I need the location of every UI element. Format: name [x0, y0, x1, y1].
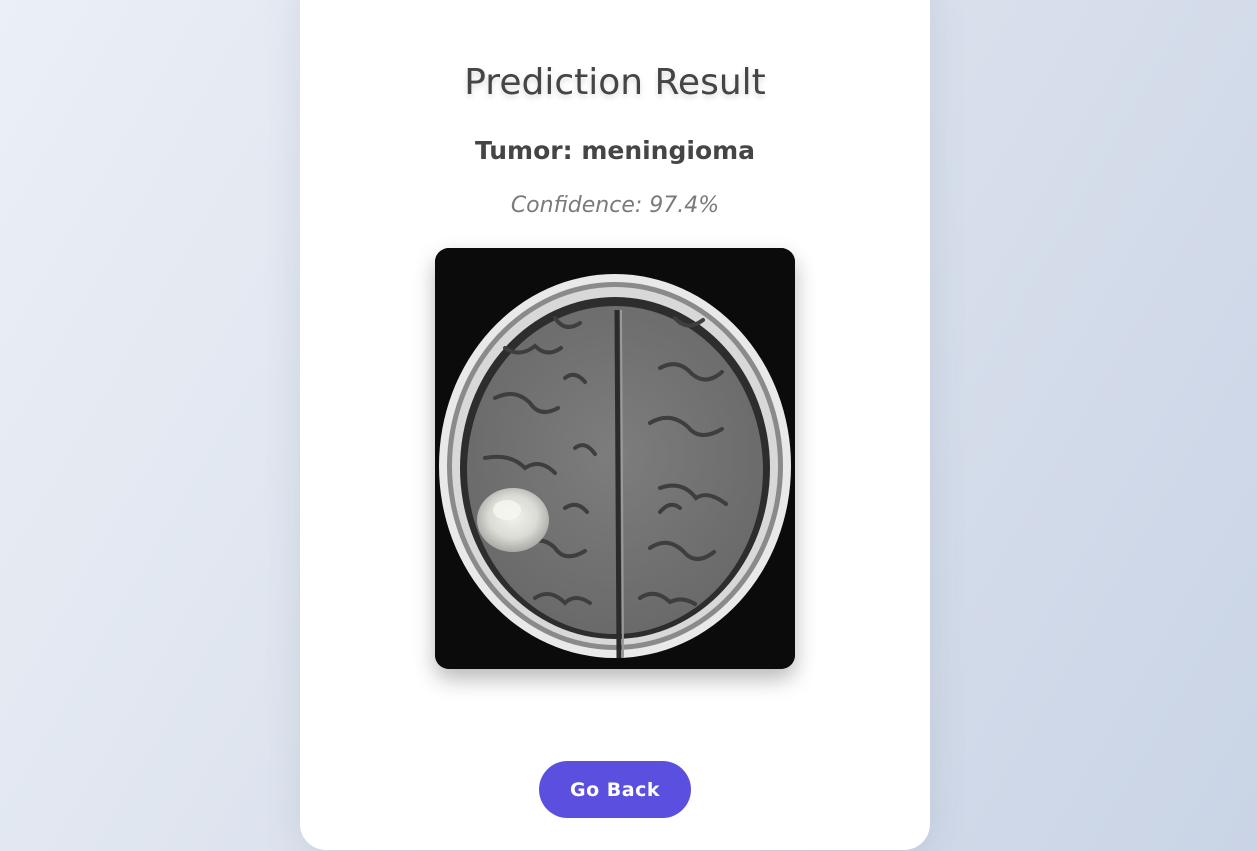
tumor-prediction: Tumor: meningioma — [474, 136, 756, 165]
result-card: Prediction Result Tumor: meningioma Conf… — [300, 0, 930, 850]
confidence-value: Confidence: 97.4% — [510, 193, 720, 218]
mri-scan-image — [435, 248, 795, 669]
go-back-button[interactable]: Go Back — [539, 761, 691, 818]
brain-mri-icon — [435, 248, 795, 669]
page-title: Prediction Result — [464, 62, 766, 103]
